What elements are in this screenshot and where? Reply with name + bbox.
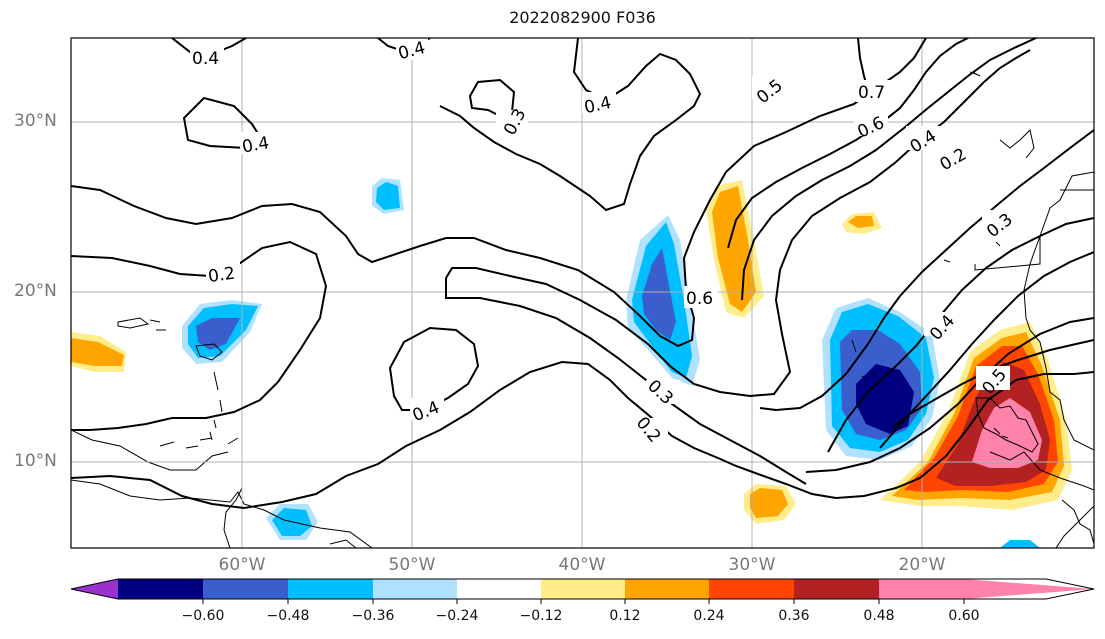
colorbar-extend-low: [71, 579, 118, 599]
map-frame: [70, 37, 1095, 549]
lon-label: 60°W: [218, 555, 266, 575]
colorbar-segment: [625, 579, 709, 599]
colorbar-tick-label: −0.36: [351, 608, 395, 624]
colorbar-segment: [373, 579, 457, 599]
colorbar-tick-label: 0.36: [778, 608, 810, 624]
lon-label: 50°W: [388, 555, 436, 575]
colorbar-tick-label: −0.24: [435, 608, 479, 624]
colorbar-tick-label: 0.60: [948, 608, 980, 624]
lat-label: 20°N: [14, 281, 57, 301]
colorbar-tick-label: 0.12: [609, 608, 641, 624]
contour-label: 0.4: [192, 49, 219, 69]
colorbar-tick-label: 0.24: [693, 608, 725, 624]
colorbar: [70, 578, 1095, 604]
grid-lines: [71, 38, 1094, 548]
colorbar-segment: [879, 579, 964, 599]
colorbar-tick-label: −0.48: [266, 608, 310, 624]
coastlines: [71, 71, 1094, 548]
contour-label: 0.6: [686, 289, 713, 309]
lat-label: 30°N: [14, 111, 57, 131]
contour-label: 0.4: [241, 133, 271, 157]
colorbar-tick-label: 0.48: [863, 608, 895, 624]
colorbar-tick-label: −0.60: [181, 608, 225, 624]
colorbar-extend-high: [964, 579, 1094, 599]
contour-label: 0.2: [207, 264, 237, 288]
colorbar-tick-label: −0.12: [519, 608, 563, 624]
map-title: 2022082900 F036: [509, 8, 656, 27]
contour-label: 0.4: [582, 93, 613, 118]
colorbar-segment: [203, 579, 288, 599]
colorbar-segment: [794, 579, 879, 599]
lat-label: 10°N: [14, 451, 57, 471]
lon-label: 20°W: [898, 555, 946, 575]
lon-label: 40°W: [558, 555, 606, 575]
colorbar-segment: [118, 579, 203, 599]
colorbar-segment: [288, 579, 373, 599]
colorbar-segment: [457, 579, 541, 599]
contour-label: 0.7: [858, 83, 885, 103]
lon-label: 30°W: [728, 555, 776, 575]
colorbar-segment: [541, 579, 625, 599]
colorbar-segment: [709, 579, 794, 599]
